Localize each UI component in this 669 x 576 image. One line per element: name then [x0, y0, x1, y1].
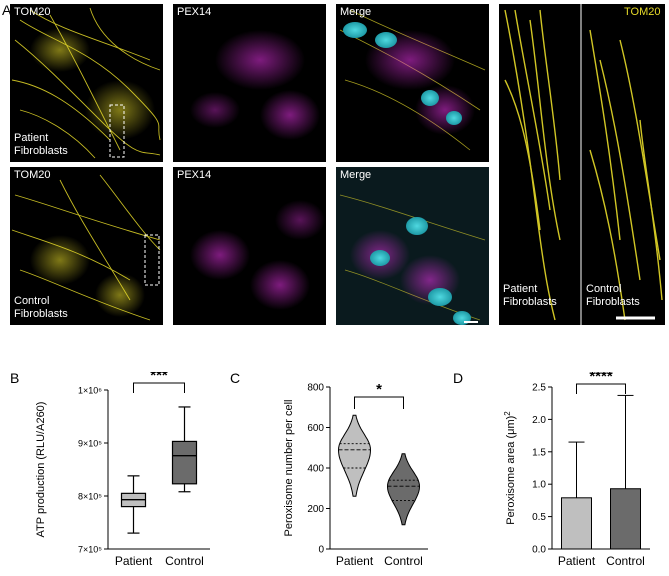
y-tick-label: 1×10⁶	[78, 386, 102, 396]
control-merge-image	[336, 167, 489, 325]
y-tick-label: 0.0	[532, 545, 546, 556]
y-tick-label: 1.5	[532, 447, 546, 458]
x-tick-label: Patient	[115, 554, 153, 568]
y-axis-label-superscript: 2	[503, 411, 512, 416]
y-tick-label: 8×10⁵	[78, 492, 102, 502]
y-axis-label: ATP production (RLU/A260)	[35, 402, 47, 538]
bar-patient	[561, 497, 592, 550]
zoom-tom20-label: TOM20	[624, 6, 661, 18]
y-tick-label: 400	[307, 464, 324, 475]
bar-control	[610, 488, 641, 550]
control-pex14-image	[173, 167, 326, 325]
control-tom20-label: TOM20	[14, 169, 51, 181]
micrograph-grid	[10, 4, 665, 325]
patient-pex14-label: PEX14	[177, 6, 212, 18]
patient-merge-image	[336, 4, 489, 162]
significance-bracket	[576, 383, 626, 394]
control-cell-label: Control Fibroblasts	[14, 295, 68, 320]
y-tick-label: 200	[307, 504, 324, 515]
violin-patient	[337, 414, 372, 497]
y-tick-label: 2.5	[532, 383, 546, 394]
patient-merge-label: Merge	[340, 6, 372, 18]
violin-control	[386, 453, 421, 526]
patient-pex14-image	[173, 4, 326, 162]
chart-b-atp-production: 7×10⁵ 8×10⁵ 9×10⁵ 1×10⁶ Patient Control ATP pr…	[35, 372, 210, 568]
panel-letter-a: A	[2, 2, 12, 18]
significance-label: *	[376, 381, 382, 398]
zoom-patient-label: Patient Fibroblasts	[503, 283, 557, 308]
panel-letter-d: D	[453, 370, 464, 386]
x-tick-label: Patient	[558, 554, 596, 568]
chart-c-peroxisome-number: 0 200 400 600 800 Patient Control Peroxisome nu…	[283, 381, 428, 568]
control-tom20-image	[10, 167, 163, 325]
panel-letter-c: C	[230, 370, 241, 386]
significance-label: ****	[589, 372, 613, 385]
box-control	[171, 440, 198, 485]
panel-letter-b: B	[10, 370, 20, 386]
y-tick-label: 0	[318, 545, 324, 556]
y-axis-label: Peroxisome number per cell	[283, 400, 295, 537]
chart-d-peroxisome-area: 0.0 0.5 1.0 1.5 2.0 2.5 Patient Control Peroxiso…	[503, 372, 650, 568]
zoom-control-label: Control Fibroblasts	[586, 283, 640, 308]
y-tick-label: 800	[307, 383, 324, 394]
x-tick-label: Control	[384, 554, 423, 568]
control-pex14-label: PEX14	[177, 169, 212, 181]
y-tick-label: 2.0	[532, 415, 546, 426]
x-tick-label: Patient	[336, 554, 374, 568]
patient-tom20-label: TOM20	[14, 6, 51, 18]
y-tick-label: 0.5	[532, 512, 546, 523]
significance-label: ***	[150, 372, 168, 384]
significance-bracket	[133, 382, 185, 393]
zoom-image	[499, 4, 665, 325]
y-tick-label: 7×10⁵	[78, 545, 102, 555]
y-tick-label: 9×10⁵	[78, 439, 102, 449]
y-tick-label: 1.0	[532, 480, 546, 491]
y-tick-label: 600	[307, 423, 324, 434]
significance-bracket	[354, 396, 404, 409]
control-merge-label: Merge	[340, 169, 372, 181]
y-axis-label: Peroxisome area (μm)2	[503, 411, 517, 525]
patient-cell-label: Patient Fibroblasts	[14, 132, 68, 157]
patient-tom20-image	[10, 4, 163, 162]
x-tick-label: Control	[606, 554, 645, 568]
x-tick-label: Control	[165, 554, 204, 568]
